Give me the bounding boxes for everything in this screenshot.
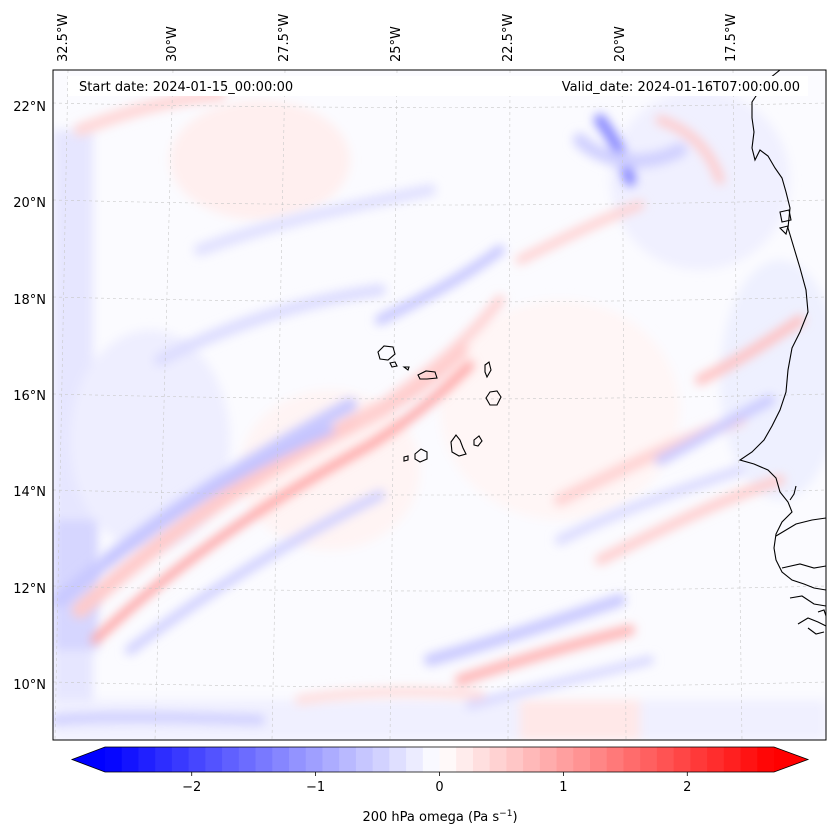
- colorbar-cell: [723, 747, 742, 772]
- longitude-labels: 32.5°W 30°W 27.5°W 25°W 22.5°W 20°W 17.5…: [56, 14, 739, 62]
- colorbar-cell: [690, 747, 708, 772]
- colorbar-tick-label: 1: [559, 780, 567, 795]
- colorbar-cell: [707, 747, 725, 772]
- lon-label: 25°W: [389, 26, 404, 62]
- colorbar-cell: [171, 747, 190, 772]
- colorbar-tick-label: 0: [435, 780, 443, 795]
- colorbar-cell: [105, 747, 123, 772]
- lon-label: 30°W: [165, 26, 180, 62]
- colorbar: −2 −1 0 1 2 200 hPa omega (Pa s−1): [70, 746, 810, 825]
- colorbar-cell: [472, 747, 491, 772]
- colorbar-cell: [188, 747, 206, 772]
- lat-label: 14°N: [13, 485, 46, 500]
- colorbar-cell: [205, 747, 223, 772]
- island-fogo: [414, 448, 428, 463]
- island-boa-vista: [485, 390, 502, 406]
- colorbar-cell: [590, 747, 608, 772]
- island-sal: [484, 361, 492, 379]
- colorbar-cell: [222, 747, 240, 772]
- lat-label: 16°N: [13, 389, 46, 404]
- colorbar-cell: [121, 747, 140, 772]
- colorbar-cell: [556, 747, 574, 772]
- colorbar-cell: [138, 747, 156, 772]
- island-sao-vicente: [389, 361, 398, 368]
- colorbar-cell: [456, 747, 474, 772]
- lat-label: 20°N: [13, 196, 46, 211]
- colorbar-cells: [72, 747, 808, 772]
- colorbar-extend-max: [774, 747, 808, 772]
- map-gridlines: [53, 70, 826, 740]
- colorbar-cell: [372, 747, 390, 772]
- colorbar-ticks: −2 −1 0 1 2: [182, 772, 691, 795]
- colorbar-cell: [740, 747, 758, 772]
- colorbar-cell: [422, 747, 441, 772]
- island-sao-nicolau: [417, 370, 438, 380]
- map-frame: [52, 69, 827, 741]
- lon-label: 32.5°W: [56, 14, 71, 62]
- island-santo-antao: [377, 345, 396, 361]
- colorbar-cell: [355, 747, 374, 772]
- colorbar-cell: [155, 747, 173, 772]
- island-maio: [473, 435, 483, 447]
- colorbar-cell: [523, 747, 541, 772]
- colorbar-cell: [539, 747, 558, 772]
- colorbar-cell: [439, 747, 457, 772]
- latitude-labels: 22°N 20°N 18°N 16°N 14°N 12°N 10°N: [13, 100, 46, 693]
- colorbar-cell: [573, 747, 591, 772]
- valid-date-label: Valid_date: 2024-01-16T07:00:00.00: [562, 80, 800, 95]
- colorbar-tick-label: −2: [182, 780, 201, 795]
- colorbar-cell: [757, 747, 775, 772]
- colorbar-tick-label: −1: [306, 780, 325, 795]
- lat-label: 18°N: [13, 293, 46, 308]
- lon-label: 20°W: [613, 26, 628, 62]
- lon-label: 17.5°W: [724, 14, 739, 62]
- lon-label: 22.5°W: [501, 14, 516, 62]
- colorbar-extend-min: [72, 747, 105, 772]
- island-santiago: [450, 434, 467, 457]
- colorbar-tick-label: 2: [683, 780, 691, 795]
- colorbar-cell: [322, 747, 340, 772]
- lon-label: 27.5°W: [277, 14, 292, 62]
- colorbar-cell: [606, 747, 625, 772]
- colorbar-cell: [255, 747, 273, 772]
- colorbar-cell: [389, 747, 407, 772]
- lat-label: 10°N: [13, 678, 46, 693]
- colorbar-cell: [506, 747, 524, 772]
- colorbar-label: 200 hPa omega (Pa s−1): [362, 809, 517, 825]
- coastline: [738, 70, 826, 635]
- island-outlines: [377, 345, 502, 463]
- colorbar-cell: [406, 747, 424, 772]
- lat-label: 22°N: [13, 100, 46, 115]
- omega-field-bands: [53, 89, 805, 725]
- colorbar-outline: [70, 746, 810, 773]
- colorbar-cell: [305, 747, 324, 772]
- island-santa-luzia: [402, 366, 410, 371]
- colorbar-cell: [640, 747, 658, 772]
- colorbar-cell: [673, 747, 691, 772]
- colorbar-cell: [656, 747, 675, 772]
- island-brava: [403, 455, 409, 462]
- lat-label: 12°N: [13, 582, 46, 597]
- map-panel: Start date: 2024-01-15_00:00:00 Valid_da…: [53, 70, 826, 740]
- colorbar-cell: [489, 747, 507, 772]
- colorbar-cell: [339, 747, 357, 772]
- colorbar-cell: [238, 747, 257, 772]
- colorbar-cell: [288, 747, 307, 772]
- start-date-label: Start date: 2024-01-15_00:00:00: [79, 80, 293, 95]
- colorbar-cell: [272, 747, 290, 772]
- colorbar-cell: [623, 747, 641, 772]
- date-annotation-strip: [68, 76, 808, 96]
